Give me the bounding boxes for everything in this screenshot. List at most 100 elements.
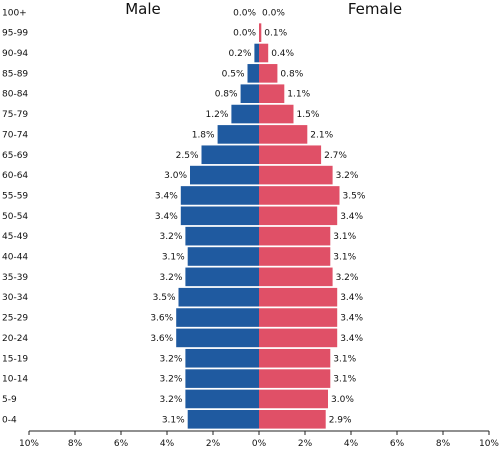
age-label-50-54: 50-54 [2, 212, 28, 222]
male-value-85-89: 0.5% [222, 69, 245, 79]
female-bar-55-59 [259, 186, 340, 205]
female-bar-95-99 [259, 23, 262, 42]
female-bar-85-89 [259, 64, 278, 83]
x-tick-label-5: 0% [252, 439, 267, 449]
female-value-25-29: 3.4% [340, 314, 363, 324]
female-value-75-79: 1.5% [297, 110, 320, 120]
female-bar-70-74 [259, 125, 308, 144]
female-value-90-94: 0.4% [271, 49, 294, 59]
male-value-40-44: 3.1% [162, 253, 185, 263]
male-bar-45-49 [185, 226, 259, 246]
age-label-75-79: 75-79 [2, 110, 28, 120]
x-tick-label-6: 2% [298, 439, 313, 449]
female-bar-60-64 [259, 165, 333, 185]
female-value-40-44: 3.1% [333, 253, 356, 263]
female-value-0-4: 2.9% [329, 415, 352, 425]
x-tick-label-10: 10% [479, 439, 499, 449]
female-bar-35-39 [259, 267, 333, 287]
age-label-55-59: 55-59 [2, 191, 28, 201]
male-bar-75-79 [231, 104, 259, 124]
x-tick-label-7: 4% [344, 439, 359, 449]
bars-group [176, 23, 340, 429]
male-bar-35-39 [185, 267, 259, 287]
x-tick-label-8: 6% [390, 439, 405, 449]
age-label-100plus: 100+ [2, 8, 27, 18]
female-value-60-64: 3.2% [336, 171, 359, 181]
male-value-10-14: 3.2% [160, 375, 183, 385]
age-label-30-34: 30-34 [2, 293, 28, 303]
x-tick-label-4: 2% [206, 439, 221, 449]
female-bar-90-94 [259, 43, 269, 63]
male-value-90-94: 0.2% [229, 49, 252, 59]
age-label-0-4: 0-4 [2, 415, 17, 425]
age-label-10-14: 10-14 [2, 375, 28, 385]
age-label-70-74: 70-74 [2, 130, 28, 140]
female-bar-0-4 [259, 410, 326, 429]
age-label-35-39: 35-39 [2, 273, 28, 283]
female-value-50-54: 3.4% [340, 212, 363, 222]
male-value-20-24: 3.6% [150, 334, 173, 344]
age-label-95-99: 95-99 [2, 29, 28, 39]
female-bar-5-9 [259, 389, 328, 409]
male-bar-25-29 [176, 308, 259, 327]
female-value-95-99: 0.1% [264, 29, 287, 39]
age-label-25-29: 25-29 [2, 314, 28, 324]
male-value-55-59: 3.4% [155, 191, 178, 201]
female-bar-15-19 [259, 348, 331, 368]
male-title: Male [125, 0, 161, 18]
age-label-20-24: 20-24 [2, 334, 28, 344]
age-label-85-89: 85-89 [2, 69, 28, 79]
female-value-80-84: 1.1% [287, 90, 310, 100]
female-value-55-59: 3.5% [343, 191, 366, 201]
age-label-15-19: 15-19 [2, 354, 28, 364]
female-value-35-39: 3.2% [336, 273, 359, 283]
x-tick-label-9: 8% [436, 439, 451, 449]
male-value-5-9: 3.2% [160, 395, 183, 405]
male-bar-40-44 [187, 247, 259, 266]
female-bar-80-84 [259, 84, 285, 103]
x-tick-label-0: 10% [19, 439, 39, 449]
x-tick-label-1: 8% [68, 439, 83, 449]
x-axis: 10% 8% 6% 4% 2% 0% 2% 4% 6% 8% 10% [19, 430, 499, 449]
male-value-60-64: 3.0% [164, 171, 187, 181]
female-bar-20-24 [259, 328, 338, 348]
male-bar-60-64 [190, 165, 259, 185]
male-bar-70-74 [217, 125, 259, 144]
male-value-15-19: 3.2% [160, 354, 183, 364]
female-title: Female [348, 0, 402, 18]
age-label-90-94: 90-94 [2, 49, 28, 59]
male-bar-10-14 [185, 369, 259, 388]
age-label-80-84: 80-84 [2, 90, 28, 100]
female-value-30-34: 3.4% [340, 293, 363, 303]
male-value-75-79: 1.2% [206, 110, 229, 120]
male-value-50-54: 3.4% [155, 212, 178, 222]
female-bar-45-49 [259, 226, 331, 246]
female-value-65-69: 2.7% [324, 151, 347, 161]
female-value-5-9: 3.0% [331, 395, 354, 405]
x-tick-label-3: 4% [160, 439, 175, 449]
male-bar-20-24 [176, 328, 259, 348]
female-value-45-49: 3.1% [333, 232, 356, 242]
male-bar-55-59 [180, 186, 259, 205]
male-value-80-84: 0.8% [215, 90, 238, 100]
x-tick-label-2: 6% [114, 439, 129, 449]
female-value-85-89: 0.8% [280, 69, 303, 79]
male-value-95-99: 0.0% [233, 29, 256, 39]
female-bar-10-14 [259, 369, 331, 388]
age-label-5-9: 5-9 [2, 395, 17, 405]
female-value-100plus: 0.0% [262, 8, 285, 18]
male-bar-65-69 [201, 145, 259, 165]
male-value-45-49: 3.2% [160, 232, 183, 242]
female-bar-50-54 [259, 206, 338, 226]
male-bar-50-54 [180, 206, 259, 226]
female-value-10-14: 3.1% [333, 375, 356, 385]
female-bar-65-69 [259, 145, 322, 165]
female-value-70-74: 2.1% [310, 130, 333, 140]
male-bar-5-9 [185, 389, 259, 409]
female-bar-30-34 [259, 287, 338, 307]
male-value-65-69: 2.5% [176, 151, 199, 161]
age-label-60-64: 60-64 [2, 171, 28, 181]
male-bar-90-94 [254, 43, 259, 63]
male-value-25-29: 3.6% [150, 314, 173, 324]
